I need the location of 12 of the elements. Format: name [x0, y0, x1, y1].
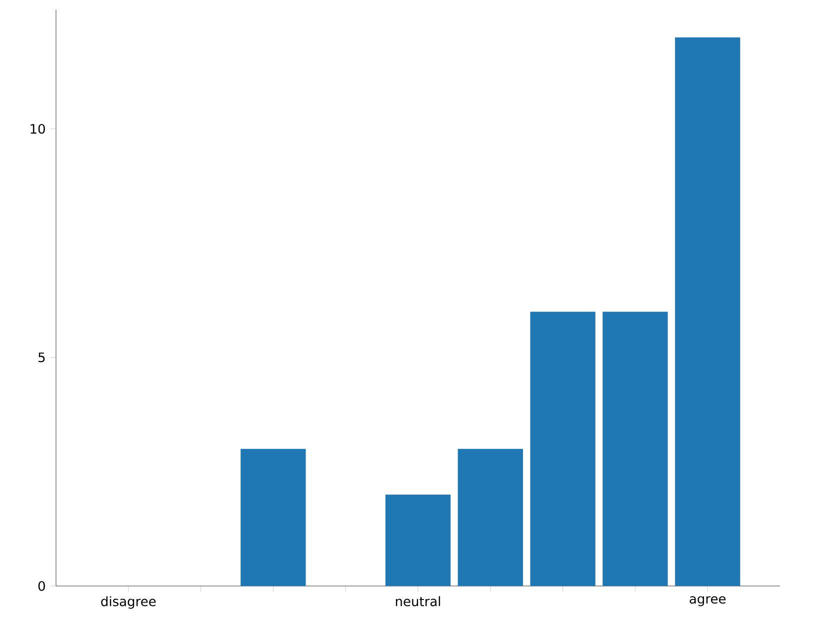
bar: [240, 448, 306, 586]
bar: [458, 448, 523, 586]
y-tick-label: 5: [38, 352, 45, 362]
bar: [385, 494, 451, 586]
x-tick-label: neutral: [396, 596, 440, 606]
x-tick-label: disagree: [101, 596, 156, 609]
y-tick-label: 10: [30, 124, 45, 134]
bar: [675, 37, 740, 586]
x-tick-label: agree: [690, 596, 726, 606]
bar: [530, 312, 596, 586]
bar: [602, 312, 668, 586]
y-tick-label: 0: [38, 581, 45, 591]
